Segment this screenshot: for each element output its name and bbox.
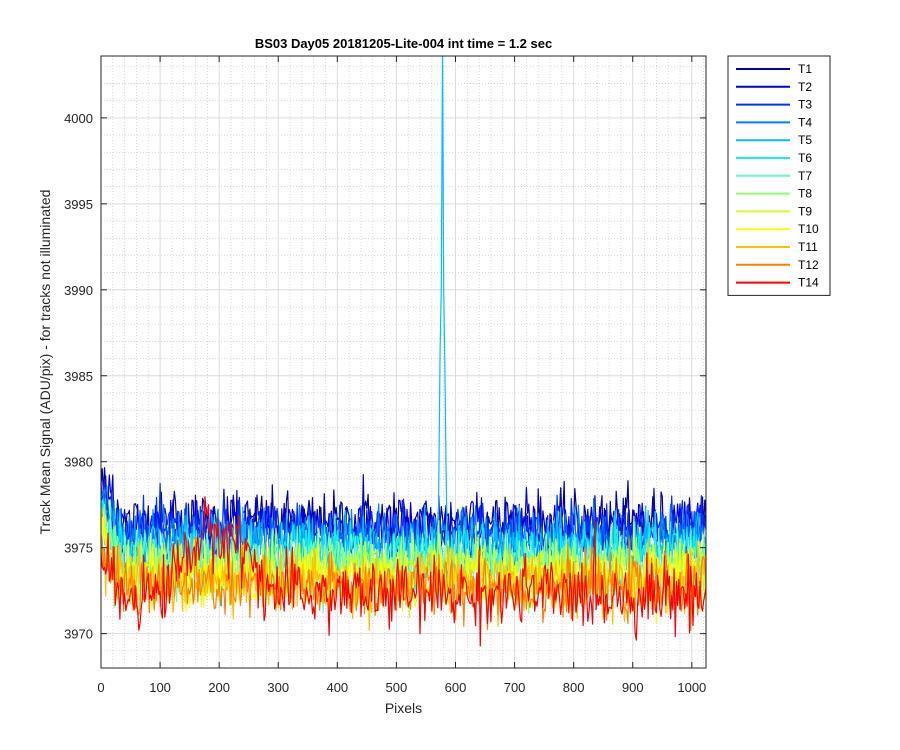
legend-label-t9: T9 — [798, 204, 812, 218]
y-tick-label: 3990 — [64, 283, 93, 298]
legend-label-t14: T14 — [798, 276, 819, 290]
y-tick-label: 3975 — [64, 541, 93, 556]
legend-label-t8: T8 — [798, 187, 812, 201]
legend-label-t6: T6 — [798, 151, 812, 165]
x-tick-label: 300 — [267, 680, 289, 695]
x-tick-label: 100 — [149, 680, 171, 695]
legend-label-t2: T2 — [798, 80, 812, 94]
y-tick-label: 3980 — [64, 455, 93, 470]
legend-label-t3: T3 — [798, 98, 812, 112]
legend-label-t7: T7 — [798, 169, 812, 183]
x-tick-label: 900 — [622, 680, 644, 695]
x-tick-label: 500 — [386, 680, 408, 695]
legend-label-t1: T1 — [798, 62, 812, 76]
x-axis-title: Pixels — [385, 700, 422, 716]
x-tick-label: 200 — [208, 680, 230, 695]
legend: T1 T2 T3 T4 T5 T6 T7 T8 T9 T10 T11 T12 T14 — [727, 55, 831, 296]
y-tick-label: 4000 — [64, 111, 93, 126]
y-tick-label: 3995 — [64, 197, 93, 212]
legend-label-t5: T5 — [798, 133, 812, 147]
series-line-t14 — [100, 496, 707, 647]
x-tick-label: 0 — [97, 680, 104, 695]
plot-frame — [100, 55, 707, 669]
x-tick-label: 1000 — [677, 680, 706, 695]
y-tick-label: 3970 — [64, 627, 93, 642]
x-tick-label: 700 — [504, 680, 526, 695]
x-tick-label: 800 — [563, 680, 585, 695]
legend-label-t11: T11 — [798, 240, 818, 254]
x-tick-label: 600 — [445, 680, 467, 695]
chart-title: BS03 Day05 20181205-Lite-004 int time = … — [255, 36, 552, 51]
legend-label-t12: T12 — [798, 258, 819, 272]
x-tick-label: 400 — [326, 680, 348, 695]
series-lines — [100, 55, 707, 647]
legend-label-t4: T4 — [798, 115, 812, 129]
y-tick-label: 3985 — [64, 369, 93, 384]
axis-ticks: 0 100 200 300 400 500 600 700 800 900 1000 3970 3975… — [64, 56, 706, 695]
legend-label-t10: T10 — [798, 222, 819, 236]
y-axis-title: Track Mean Signal (ADU/pix) - for tracks… — [37, 190, 53, 535]
